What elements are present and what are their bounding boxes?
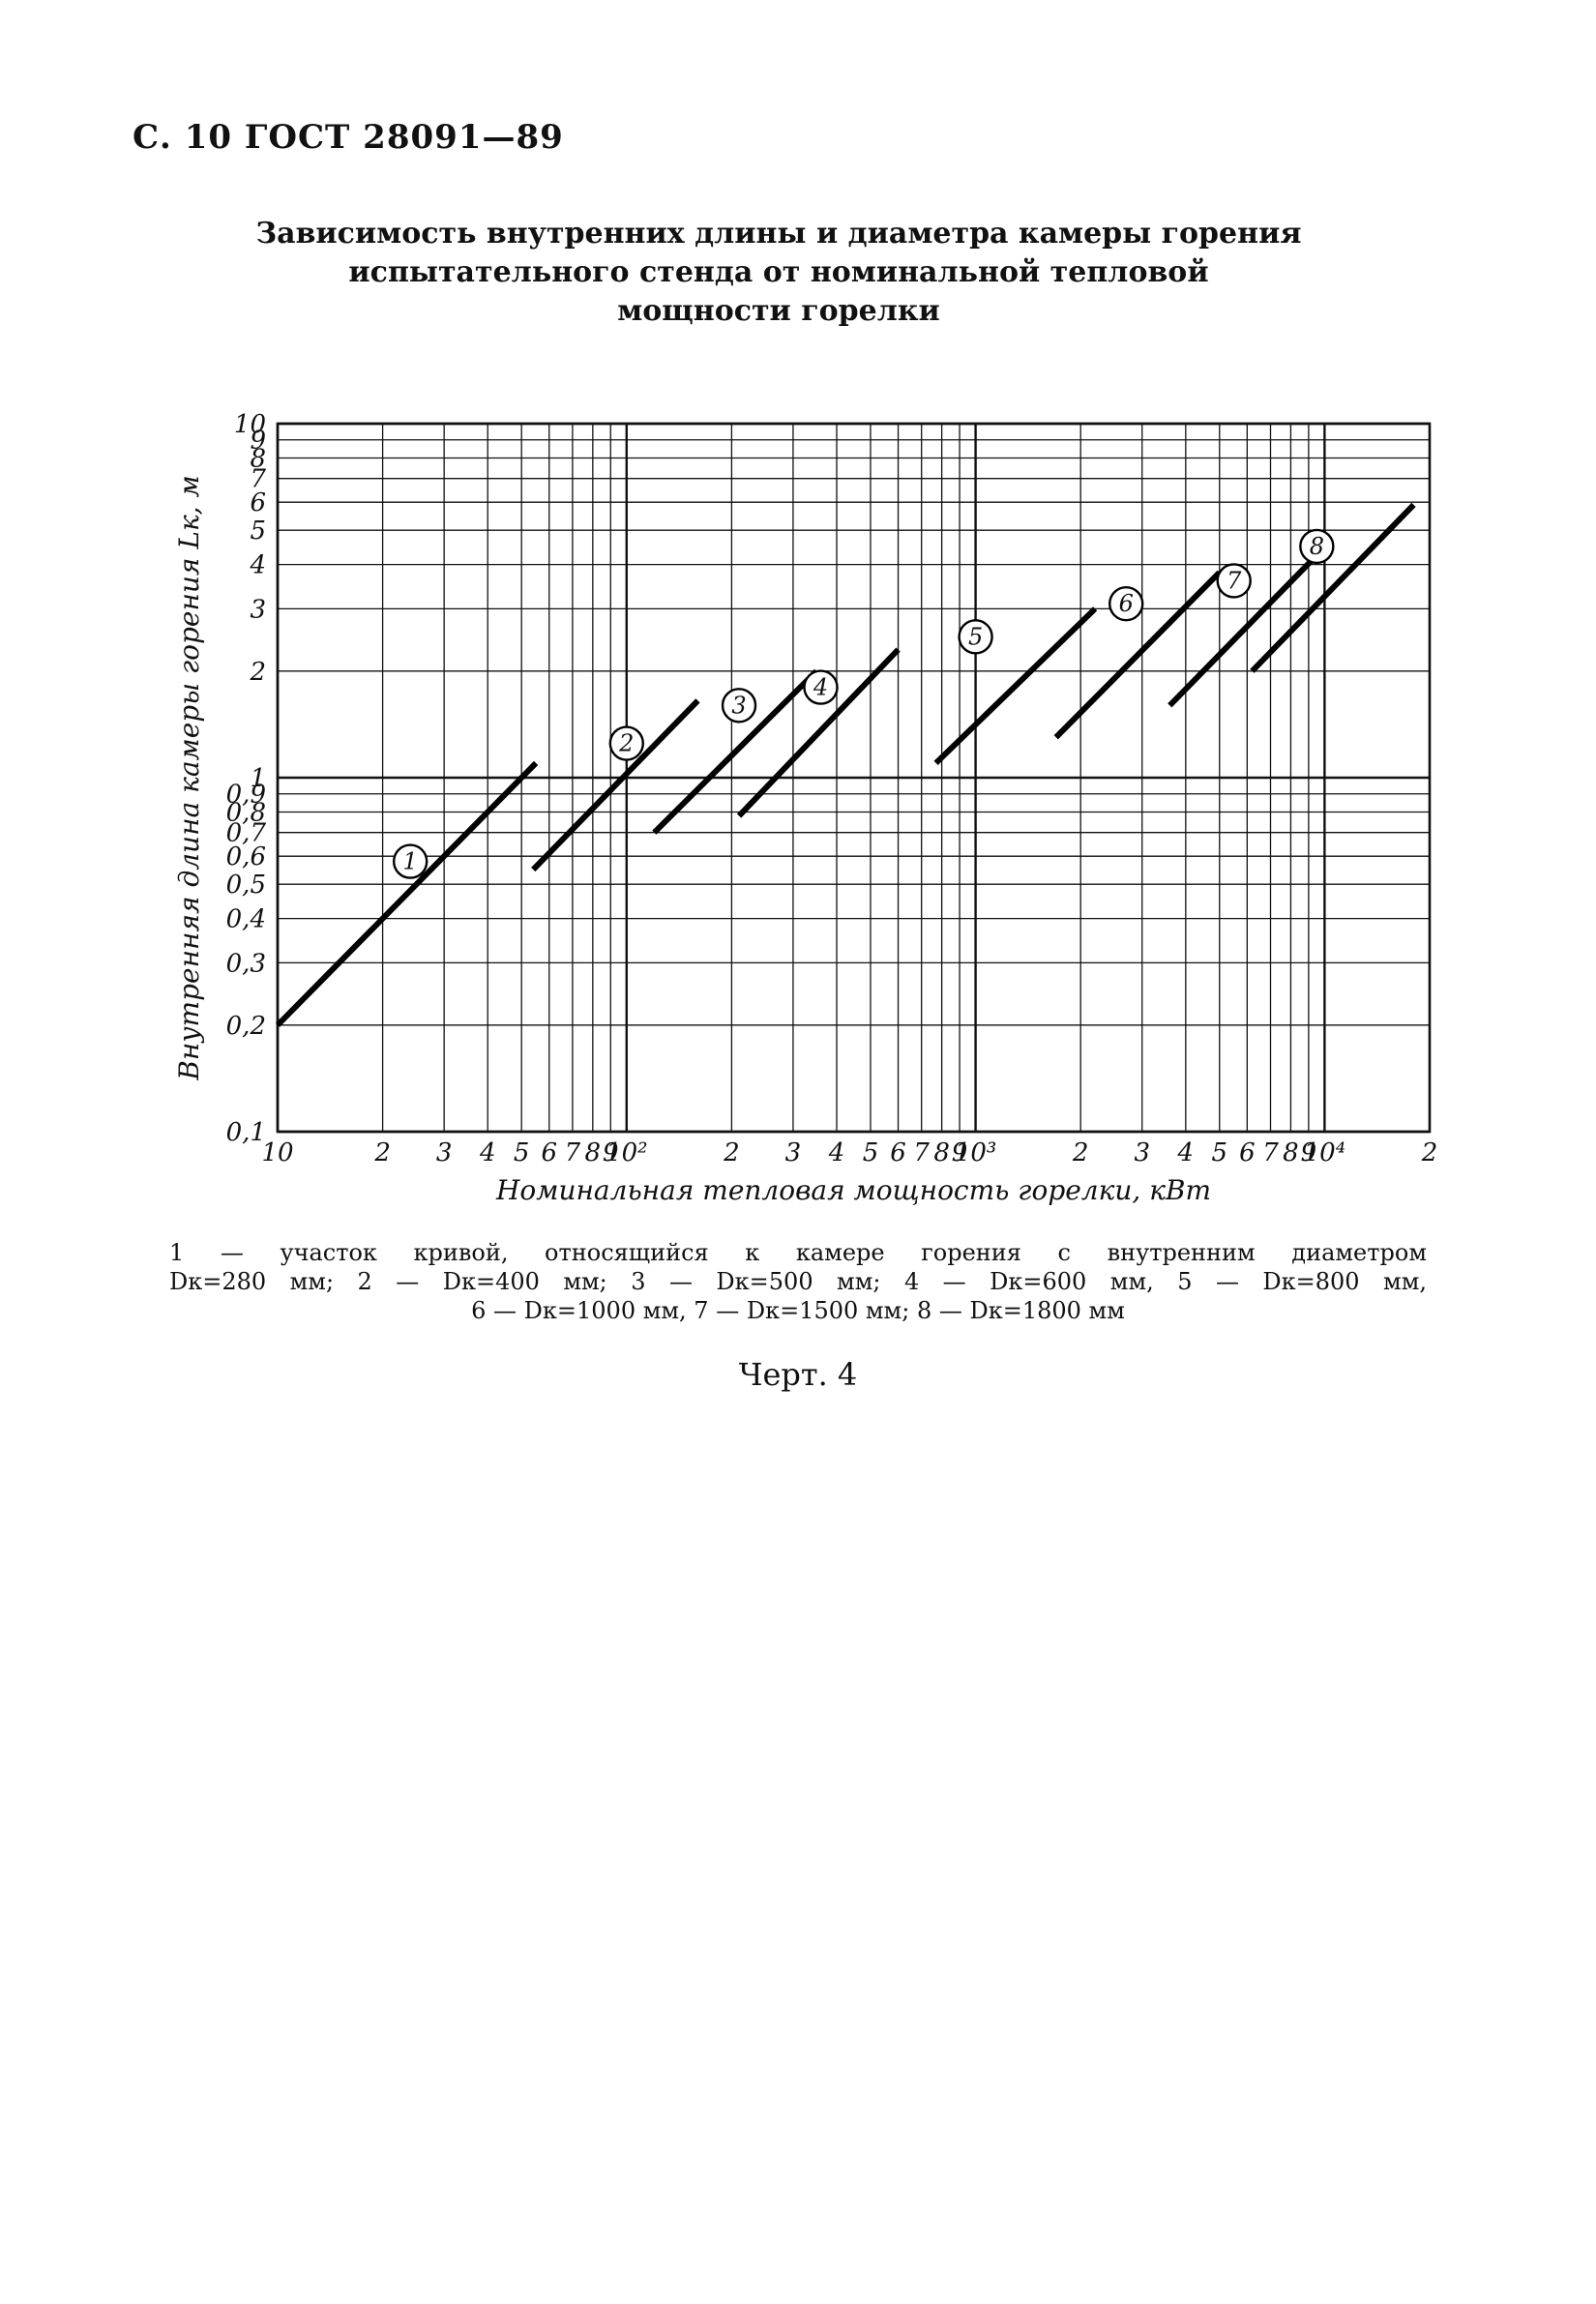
series-line-6 <box>1053 570 1222 740</box>
x-tick-label: 5 <box>1212 1138 1228 1167</box>
x-tick-label: 7 <box>565 1138 581 1167</box>
y-tick-label: 10 <box>234 410 266 439</box>
x-axis-label: Номинальная тепловая мощность горелки, к… <box>495 1174 1211 1206</box>
y-tick-label: 0,2 <box>226 1012 266 1041</box>
y-tick-label: 0,1 <box>226 1118 266 1147</box>
x-tick-label: 10³ <box>955 1138 997 1167</box>
x-tick-label: 9 <box>952 1138 968 1167</box>
x-tick-label: 2 <box>1072 1138 1089 1167</box>
x-tick-label: 5 <box>514 1138 530 1167</box>
chart-title-line-3: мощности горелки <box>617 294 940 328</box>
y-tick-label: 0,6 <box>226 842 266 871</box>
x-tick-label: 9 <box>1301 1138 1317 1167</box>
x-tick-label: 9 <box>603 1138 619 1167</box>
x-tick-label: 6 <box>890 1138 906 1167</box>
x-tick-label: 4 <box>479 1138 496 1167</box>
y-tick-label: 2 <box>249 658 266 687</box>
series-line-3 <box>652 668 819 835</box>
x-tick-label: 7 <box>913 1138 930 1167</box>
caption-line-1: 1 — участок кривой, относящийся к камере… <box>169 1239 1427 1266</box>
x-tick-label: 4 <box>828 1138 845 1167</box>
series-marker-7 <box>1216 563 1252 599</box>
x-tick-label: 8 <box>585 1138 602 1167</box>
y-tick-label: 6 <box>250 488 266 517</box>
series-line-8 <box>1250 502 1416 673</box>
series-marker-1 <box>392 843 429 879</box>
chart-frame <box>276 422 1432 1134</box>
caption-line-2: Dк=280 мм; 2 — Dк=400 мм; 3 — Dк=500 мм;… <box>169 1268 1427 1295</box>
x-tick-label: 6 <box>541 1138 557 1167</box>
series-label-6: 6 <box>1119 590 1134 617</box>
x-tick-label: 2 <box>1421 1138 1438 1167</box>
series-label-3: 3 <box>731 692 746 719</box>
series-line-7 <box>1167 537 1335 708</box>
x-tick-label: 3 <box>436 1138 453 1167</box>
series-marker-5 <box>958 619 993 655</box>
page-header: С. 10 ГОСТ 28091—89 <box>133 118 564 157</box>
series-label-7: 7 <box>1227 567 1242 594</box>
x-tick-label: 7 <box>1262 1138 1279 1167</box>
x-tick-label: 5 <box>863 1138 879 1167</box>
series-marker-2 <box>608 725 644 761</box>
x-tick-label: 2 <box>723 1138 740 1167</box>
y-tick-label: 0,4 <box>226 905 266 934</box>
x-tick-label: 8 <box>933 1138 950 1167</box>
series-label-2: 2 <box>618 730 634 757</box>
x-tick-label: 10 <box>261 1138 293 1167</box>
chart-title-line-2: испытательного стенда от номинальной теп… <box>348 255 1209 289</box>
y-tick-label: 4 <box>249 551 266 580</box>
chart-title-line-1: Зависимость внутренних длины и диаметра … <box>255 217 1302 251</box>
series-line-5 <box>933 606 1098 766</box>
x-tick-label: 10⁴ <box>1304 1138 1346 1167</box>
figure-number: Черт. 4 <box>738 1356 858 1393</box>
y-tick-label: 3 <box>250 595 266 624</box>
series-label-8: 8 <box>1310 533 1324 560</box>
series-marker-4 <box>803 669 839 705</box>
y-tick-label: 7 <box>250 465 266 494</box>
series-label-1: 1 <box>403 848 418 875</box>
chart-caption: 1 — участок кривой, относящийся к камере… <box>169 1238 1427 1325</box>
series-line-1 <box>275 760 539 1027</box>
x-tick-label: 3 <box>1134 1138 1150 1167</box>
series-line-4 <box>736 647 901 818</box>
y-tick-label: 0,3 <box>226 949 266 978</box>
x-tick-label: 3 <box>785 1138 802 1167</box>
chart-series: 1 2 3 4 5 6 7 8 <box>275 502 1416 1027</box>
y-tick-label: 5 <box>250 517 266 546</box>
x-tick-label: 6 <box>1239 1138 1256 1167</box>
series-marker-6 <box>1108 585 1144 622</box>
y-tick-label: 0,7 <box>226 819 267 848</box>
x-tick-label: 2 <box>373 1138 391 1167</box>
y-tick-label: 0,5 <box>226 871 266 900</box>
chart-grid <box>276 422 1431 1134</box>
series-label-4: 4 <box>813 674 828 701</box>
chart-border <box>276 422 1432 1134</box>
chart-title: Зависимость внутренних длины и диаметра … <box>222 215 1335 331</box>
y-tick-label: 9 <box>250 427 266 456</box>
y-axis-label: Внутренняя длина камеры горения Lк, м <box>173 475 205 1080</box>
y-tick-label: 8 <box>250 444 266 473</box>
y-tick-label: 1 <box>250 764 266 793</box>
series-marker-8 <box>1299 528 1335 565</box>
y-tick-label: 0,8 <box>226 798 266 827</box>
series-line-2 <box>531 698 700 872</box>
y-tick-label: 0,9 <box>226 781 266 810</box>
caption-line-3: 6 — Dк=1000 мм, 7 — Dк=1500 мм; 8 — Dк=1… <box>471 1297 1125 1324</box>
x-tick-label: 10² <box>606 1138 648 1167</box>
series-label-5: 5 <box>968 623 983 650</box>
x-tick-label: 4 <box>1177 1138 1195 1167</box>
series-marker-3 <box>721 688 757 724</box>
x-tick-label: 8 <box>1283 1138 1299 1167</box>
